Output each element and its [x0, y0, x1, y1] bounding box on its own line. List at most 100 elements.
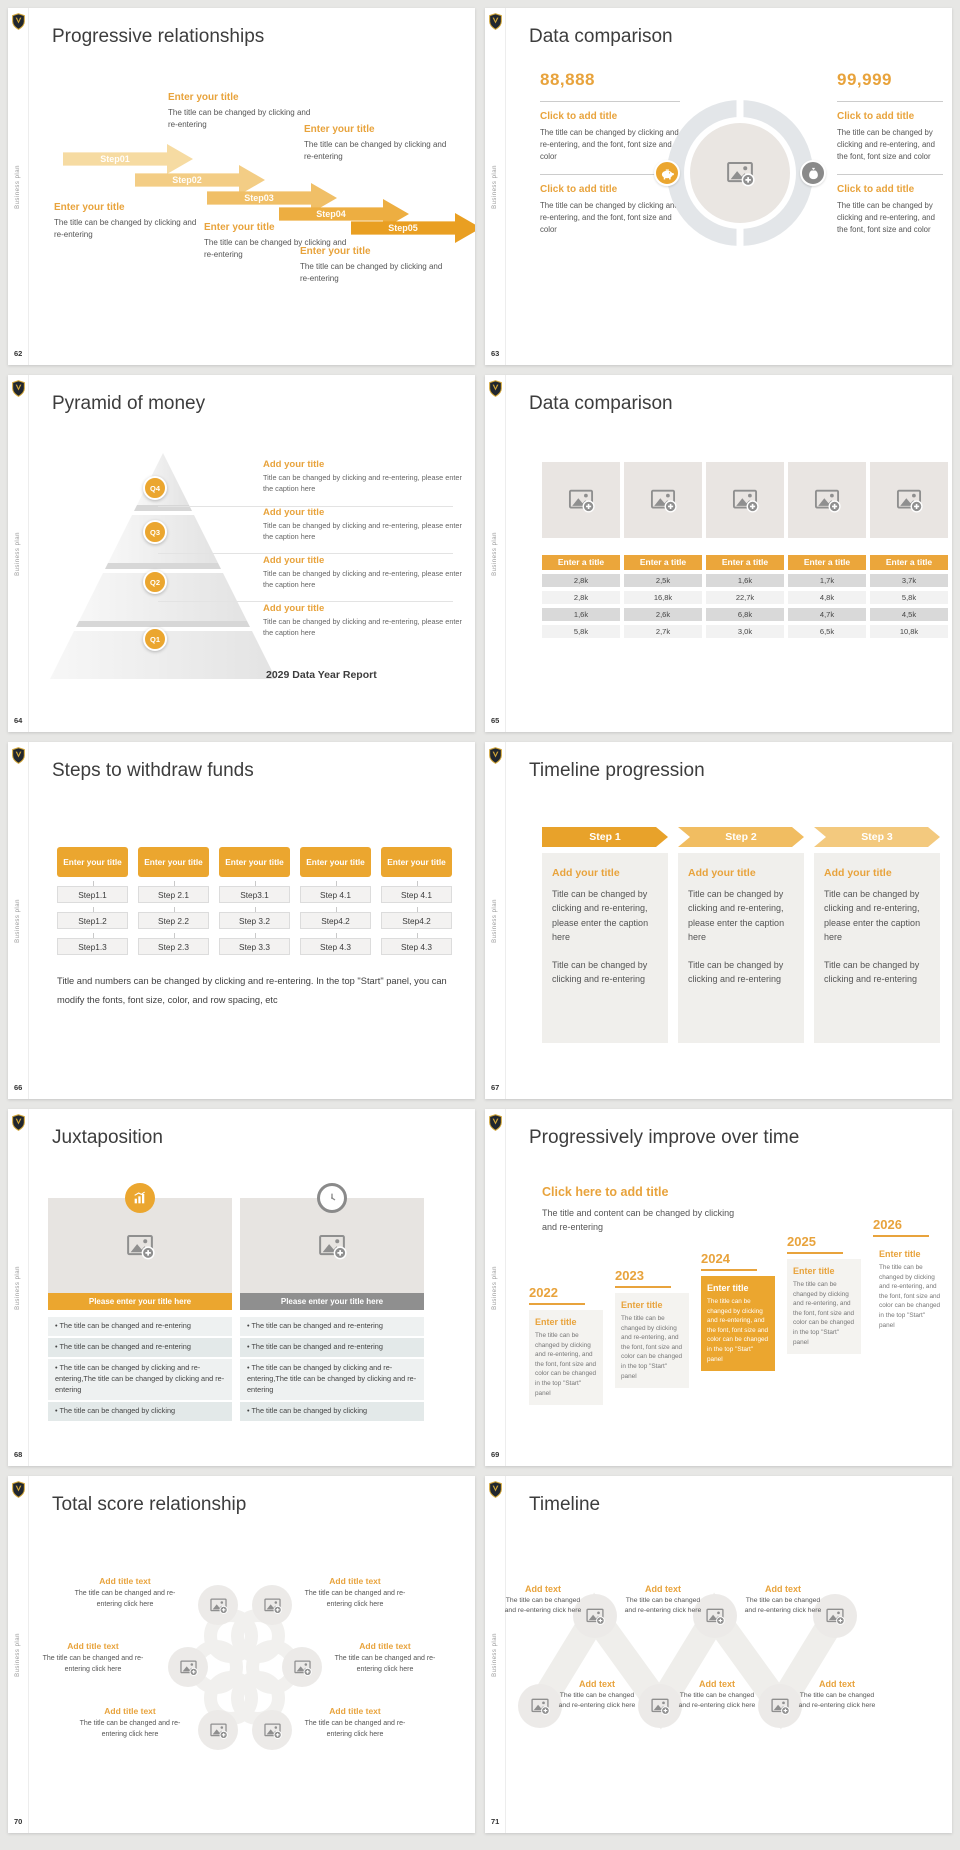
year-label: 2023	[615, 1268, 644, 1283]
phase-panel: Add your title Title can be changed by c…	[814, 853, 940, 1043]
image-placeholder[interactable]	[690, 123, 790, 223]
entry-title: Add your title	[263, 602, 325, 614]
divider	[540, 101, 680, 102]
entry-title: Add your title	[263, 554, 325, 566]
table-row: 2,8k 16,8k 22,7k 4,8k 5,8k	[542, 591, 948, 604]
node-title: Add title text	[329, 1706, 381, 1716]
entry-body: Title can be changed by clicking and re-…	[263, 520, 462, 541]
pyramid-level-badge: Q3	[143, 520, 167, 544]
money-bag-icon	[800, 160, 826, 186]
slide-number: 70	[14, 1817, 23, 1826]
comparison-table: Enter a title Enter a title Enter a title E…	[542, 462, 948, 638]
entry-body: Title can be changed by clicking and re-…	[263, 473, 462, 493]
slide-71-timeline[interactable]: Business plan 71 Timeline Add text The t…	[485, 1476, 952, 1833]
image-placeholder[interactable]	[168, 1647, 208, 1687]
block-body: The title can be changed by clicking and…	[540, 128, 679, 162]
slide-sidebar: Business plan	[485, 1109, 506, 1466]
image-placeholder[interactable]	[252, 1710, 292, 1750]
year-column: 2025 Enter title The title can be change…	[787, 1234, 861, 1355]
milestone-title: Add text	[579, 1679, 615, 1689]
year-column: 2022 Enter title The title can be change…	[529, 1285, 603, 1406]
image-placeholder[interactable]	[198, 1585, 238, 1625]
table-cell: 22,7k	[706, 591, 784, 604]
leader-line	[158, 553, 453, 554]
intro-body: The title and content can be changed by …	[542, 1208, 735, 1232]
flower-diagram	[8, 1476, 475, 1833]
image-placeholder[interactable]	[693, 1594, 737, 1638]
headline-number: 88,888	[540, 70, 595, 89]
milestone-text: Add text The title can be changed and re…	[743, 1584, 823, 1616]
slide-title: Data comparison	[529, 393, 673, 414]
column-header: Enter your title	[300, 847, 371, 877]
year-underline	[873, 1235, 929, 1237]
node-text: Add title text The title can be changed …	[300, 1706, 410, 1740]
table-cell: 1,6k	[542, 608, 620, 621]
step-cell: Step 4.1	[381, 881, 452, 903]
panel-block: Click to add title The title can be chan…	[837, 174, 943, 236]
slide-63-data-comparison[interactable]: Business plan 63 Data comparison 88,888 …	[485, 8, 952, 365]
image-placeholder[interactable]	[573, 1594, 617, 1638]
image-placeholder-icon	[731, 486, 759, 514]
milestone-text: Add text The title can be changed and re…	[797, 1679, 877, 1711]
image-placeholder[interactable]	[282, 1647, 322, 1687]
table-cell: 4,5k	[870, 608, 948, 621]
process-arrow-label: Step02	[172, 175, 202, 185]
slide-62-progressive-relationships[interactable]: Business plan 62 Progressive relationshi…	[8, 8, 475, 365]
table-cell: 16,8k	[624, 591, 702, 604]
slide-70-total-score-relationship[interactable]: Business plan 70 Total score relationshi…	[8, 1476, 475, 1833]
callout: Enter your title The title can be change…	[300, 246, 452, 286]
image-placeholder[interactable]	[870, 462, 948, 538]
milestone-title: Add text	[765, 1584, 801, 1594]
table-cell: 3,0k	[706, 625, 784, 638]
image-placeholder[interactable]	[788, 462, 866, 538]
table-cell: 1,6k	[706, 574, 784, 587]
image-placeholder[interactable]	[518, 1684, 562, 1728]
year-box-title: Enter title	[879, 1249, 921, 1259]
slide-title: Data comparison	[529, 26, 673, 47]
year-label: 2026	[873, 1217, 902, 1232]
table-cell: 3,7k	[870, 574, 948, 587]
slide-66-steps-to-withdraw-funds[interactable]: Business plan 66 Steps to withdraw funds…	[8, 742, 475, 1099]
slide-68-juxtaposition[interactable]: Business plan 68 Juxtaposition Please en…	[8, 1109, 475, 1466]
level-label: Q2	[149, 577, 160, 587]
slide-69-progressively-improve-over-time[interactable]: Business plan 69 Progressively improve o…	[485, 1109, 952, 1466]
image-placeholder[interactable]	[198, 1710, 238, 1750]
milestone-body: The title can be changed and re-entering…	[624, 1597, 702, 1615]
bullet-item: The title can be changed and re-entering	[240, 1317, 424, 1336]
milestone-title: Add text	[699, 1679, 735, 1689]
image-placeholder[interactable]	[542, 462, 620, 538]
year-box: Enter title The title can be changed by …	[615, 1293, 689, 1389]
callout-title: Enter your title	[54, 202, 125, 213]
table-cell: 5,8k	[870, 591, 948, 604]
image-placeholder[interactable]	[758, 1684, 802, 1728]
panel-blocks: Click to add title The title can be chan…	[540, 101, 680, 236]
image-placeholder[interactable]	[48, 1198, 232, 1293]
block-body: The title can be changed by clicking and…	[837, 201, 935, 235]
headline-number: 99,999	[837, 70, 892, 89]
panel-block: Click to add title The title can be chan…	[837, 101, 943, 163]
table-cell: 2,8k	[542, 591, 620, 604]
image-placeholder-icon	[725, 158, 755, 188]
callout-body: The title can be changed by clicking and…	[304, 140, 447, 162]
step-cell: Step 2.2	[138, 907, 209, 929]
callout-body: The title can be changed by clicking and…	[204, 238, 347, 260]
report-caption: 2029 Data Year Report	[266, 669, 377, 681]
image-placeholder[interactable]	[813, 1594, 857, 1638]
image-placeholder[interactable]	[638, 1684, 682, 1728]
image-placeholder[interactable]	[706, 462, 784, 538]
table-row: 1,6k 2,6k 6,8k 4,7k 4,5k	[542, 608, 948, 621]
table-cell: 5,8k	[542, 625, 620, 638]
table-row: 2,8k 2,5k 1,6k 1,7k 3,7k	[542, 574, 948, 587]
image-placeholder[interactable]	[624, 462, 702, 538]
image-placeholder[interactable]	[252, 1585, 292, 1625]
image-placeholder[interactable]	[240, 1198, 424, 1293]
process-arrow-label: Step04	[316, 209, 346, 219]
phase-title: Add your title	[552, 867, 620, 879]
slide-64-pyramid-of-money[interactable]: Business plan 64 Pyramid of money Q4 Q3 …	[8, 375, 475, 732]
slide-67-timeline-progression[interactable]: Business plan 67 Timeline progression St…	[485, 742, 952, 1099]
callout: Enter your title The title can be change…	[304, 124, 456, 164]
bullet-item: The title can be changed and re-entering	[48, 1337, 232, 1357]
slide-65-data-comparison-table[interactable]: Business plan 65 Data comparison	[485, 375, 952, 732]
slide-sidebar: Business plan	[8, 8, 29, 365]
step-banner: Step 2	[678, 827, 804, 847]
